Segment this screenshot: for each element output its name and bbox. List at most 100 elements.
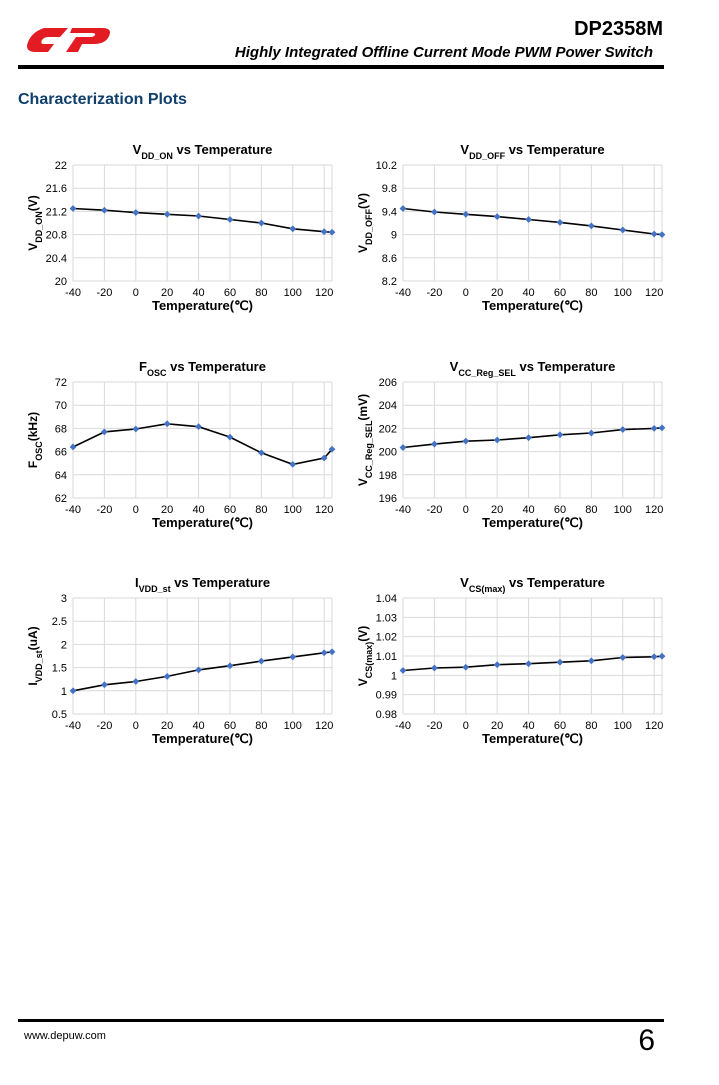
data-point xyxy=(399,444,407,451)
x-tick-label: -20 xyxy=(96,720,112,732)
y-tick-label: 1.04 xyxy=(376,593,397,605)
product-title: DP2358M xyxy=(574,18,663,40)
x-tick-label: 120 xyxy=(315,720,333,732)
x-tick-label: 60 xyxy=(554,504,566,516)
x-tick-label: 40 xyxy=(192,287,204,299)
page-number: 6 xyxy=(638,1024,655,1057)
data-point xyxy=(195,666,202,674)
x-tick-label: -20 xyxy=(426,287,442,299)
data-point xyxy=(69,687,77,695)
data-point xyxy=(430,440,438,448)
data-point xyxy=(525,660,532,668)
data-point xyxy=(100,681,108,689)
data-point xyxy=(100,206,108,214)
series-line xyxy=(72,422,333,466)
y-tick-label: 66 xyxy=(55,447,67,459)
data-point xyxy=(257,219,265,227)
x-tick-label: 0 xyxy=(133,287,139,299)
x-tick-label: 0 xyxy=(463,287,469,299)
chart-fosc: FOSC vs Temperature 62 64 66 68 70 72 -40 -20 0 20… xyxy=(26,359,336,530)
data-point xyxy=(226,216,234,223)
x-axis-label: Temperature(℃) xyxy=(482,731,583,746)
y-tick-label: 0.99 xyxy=(376,690,397,702)
x-tick-label: 120 xyxy=(645,720,663,732)
data-point xyxy=(69,205,77,212)
x-axis-label: Temperature(℃) xyxy=(482,515,583,530)
y-axis-label: VDD_OFF(V) xyxy=(356,193,374,253)
x-tick-label: 0 xyxy=(463,504,469,516)
y-tick-label: 68 xyxy=(55,423,67,435)
data-point xyxy=(430,664,438,672)
x-tick-label: 120 xyxy=(315,287,333,299)
chart-title: VCC_Reg_SEL vs Temperature xyxy=(450,359,616,378)
y-tick-label: 198 xyxy=(379,470,397,482)
y-tick-label: 1 xyxy=(61,686,67,698)
x-tick-label: 40 xyxy=(192,504,204,516)
x-tick-label: 0 xyxy=(133,504,139,516)
chart-vcs-max: VCS(max) vs Temperature 0.98 0.99 1 1.01 1.02… xyxy=(356,575,666,746)
data-point xyxy=(320,649,328,657)
x-tick-label: 80 xyxy=(585,287,597,299)
y-tick-label: 1 xyxy=(391,670,397,682)
data-point xyxy=(320,228,328,236)
data-point xyxy=(462,437,470,445)
y-tick-label: 206 xyxy=(379,377,397,389)
x-tick-label: 40 xyxy=(192,720,204,732)
data-point xyxy=(328,648,336,656)
product-subtitle: Highly Integrated Offline Current Mode P… xyxy=(234,44,653,61)
x-axis-label: Temperature(℃) xyxy=(152,515,253,530)
y-tick-label: 9.4 xyxy=(382,206,397,218)
x-tick-label: 20 xyxy=(161,504,173,516)
x-tick-label: 100 xyxy=(284,720,302,732)
company-logo xyxy=(27,28,110,52)
data-point xyxy=(462,663,470,671)
x-tick-label: -20 xyxy=(426,504,442,516)
data-point xyxy=(69,443,77,451)
y-tick-label: 21.2 xyxy=(46,206,67,218)
data-point xyxy=(399,667,407,674)
data-point xyxy=(226,662,234,670)
series-line xyxy=(402,655,663,672)
y-tick-label: 21.6 xyxy=(46,183,67,195)
y-axis-label: FOSC(kHz) xyxy=(26,412,44,468)
series-line xyxy=(402,427,663,449)
x-tick-label: 60 xyxy=(554,287,566,299)
x-tick-label: 40 xyxy=(522,720,534,732)
data-point xyxy=(556,658,564,666)
data-point xyxy=(399,205,407,212)
data-point xyxy=(289,653,297,661)
y-tick-label: 0.98 xyxy=(376,709,397,721)
footer-url[interactable]: www.depuw.com xyxy=(24,1030,106,1042)
x-tick-label: 0 xyxy=(133,720,139,732)
data-point xyxy=(619,654,627,661)
data-point xyxy=(587,429,595,437)
data-point xyxy=(195,423,202,431)
y-tick-label: 62 xyxy=(55,493,67,505)
data-point xyxy=(320,454,328,462)
x-tick-label: -40 xyxy=(395,720,411,732)
y-tick-label: 2 xyxy=(61,639,67,651)
y-tick-label: 1.02 xyxy=(376,632,397,644)
chart-title: IVDD_st vs Temperature xyxy=(135,575,270,594)
header-rule xyxy=(18,65,664,69)
data-point xyxy=(226,433,234,441)
y-tick-label: 8.6 xyxy=(382,253,397,265)
y-tick-label: 10.2 xyxy=(376,160,397,172)
x-tick-label: 20 xyxy=(491,504,503,516)
logo-right-shape xyxy=(66,28,110,52)
y-tick-label: 20 xyxy=(55,276,67,288)
data-point xyxy=(257,449,265,457)
data-point xyxy=(587,222,595,230)
y-tick-label: 20.4 xyxy=(46,253,67,265)
chart-title: VDD_OFF vs Temperature xyxy=(460,142,604,161)
data-point xyxy=(650,653,658,661)
x-tick-label: -40 xyxy=(395,504,411,516)
x-tick-label: 20 xyxy=(491,720,503,732)
y-tick-label: 204 xyxy=(379,400,397,412)
footer-rule xyxy=(18,1019,664,1022)
x-tick-label: -40 xyxy=(65,720,81,732)
data-point xyxy=(556,219,564,226)
chart-vdd-off: VDD_OFF vs Temperature 8.2 8.6 9 9.4 9.8 10.2 -… xyxy=(356,142,666,313)
x-tick-label: 40 xyxy=(522,504,534,516)
y-tick-label: 202 xyxy=(379,423,397,435)
